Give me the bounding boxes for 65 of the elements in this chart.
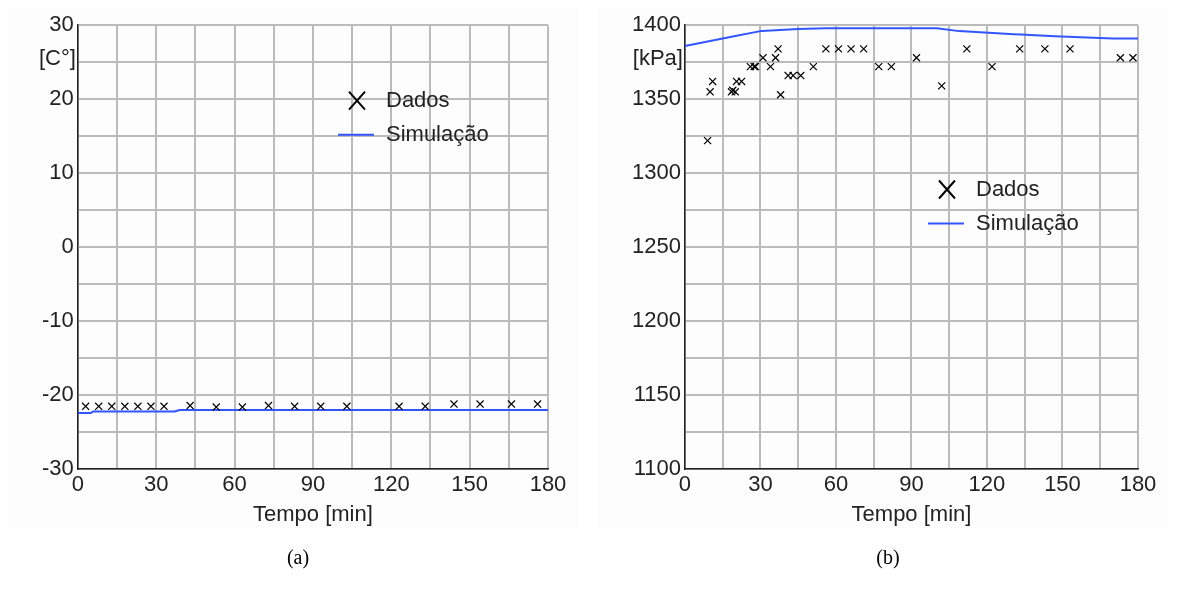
x-tick-label: 60 [823,471,849,497]
point [746,62,755,71]
x-tick-label: 150 [451,471,488,497]
legend-label: Simulação [386,120,489,146]
x-tick-label: 120 [968,471,1006,497]
y-tick-label: 1400 [631,11,681,37]
y-tick-label: 30 [49,11,74,37]
point [708,77,717,86]
point [1015,44,1024,54]
point [937,81,946,91]
y-tick-label: -30 [42,455,74,481]
point [912,53,921,62]
point [705,87,715,96]
y-tick-label: -10 [42,307,74,333]
point [834,44,843,54]
point [766,62,775,71]
x-tick-label: 30 [143,471,169,497]
point [821,44,831,54]
y-tick-label: 1300 [631,159,681,185]
point [962,44,971,54]
x-axis-title: Tempo [min] [252,500,373,526]
y-tick-label: 1250 [631,233,681,259]
x-axis-title: Tempo [min] [851,500,972,526]
point [1040,44,1050,54]
point [776,90,785,99]
point [703,136,712,145]
legend-label: Dados [976,175,1040,201]
x-tick-label: 30 [748,471,773,497]
point [887,62,896,71]
point [874,62,883,71]
text: (b) [875,546,901,569]
y-tick-label: -20 [42,381,74,407]
text: (a) [285,546,311,569]
y-tick-label: 10 [49,159,74,185]
point [1116,53,1125,62]
point [789,71,798,80]
x-tick-label: 180 [1119,471,1157,497]
point [809,62,818,71]
legend-label: Simulação [976,209,1079,235]
x-tick-label: 90 [300,471,326,497]
point [737,77,746,86]
point [846,44,856,54]
y-tick-label: 1100 [633,455,681,481]
x-tick-label: 150 [1044,471,1081,497]
point [732,77,741,86]
x-tick-label: 90 [899,471,924,497]
point [758,53,768,62]
y-tick-label: 0 [61,233,74,259]
y-tick-label: 20 [49,85,74,111]
point [796,71,805,80]
point [784,71,793,80]
y-tick-label: 1350 [631,85,681,111]
x-tick-label: 60 [222,471,247,497]
point [1065,44,1075,54]
point [1128,53,1138,62]
y-tick-label: 1150 [633,381,681,407]
x-tick-label: 120 [372,471,410,497]
legend-label: Dados [386,86,450,112]
point [987,62,997,71]
y-tick-label: 1200 [631,307,681,333]
y-axis-title: [kPa] [632,44,683,70]
y-axis-title: [C°] [38,44,76,70]
point [859,44,868,54]
point [731,87,740,96]
x-tick-label: 180 [529,471,567,497]
